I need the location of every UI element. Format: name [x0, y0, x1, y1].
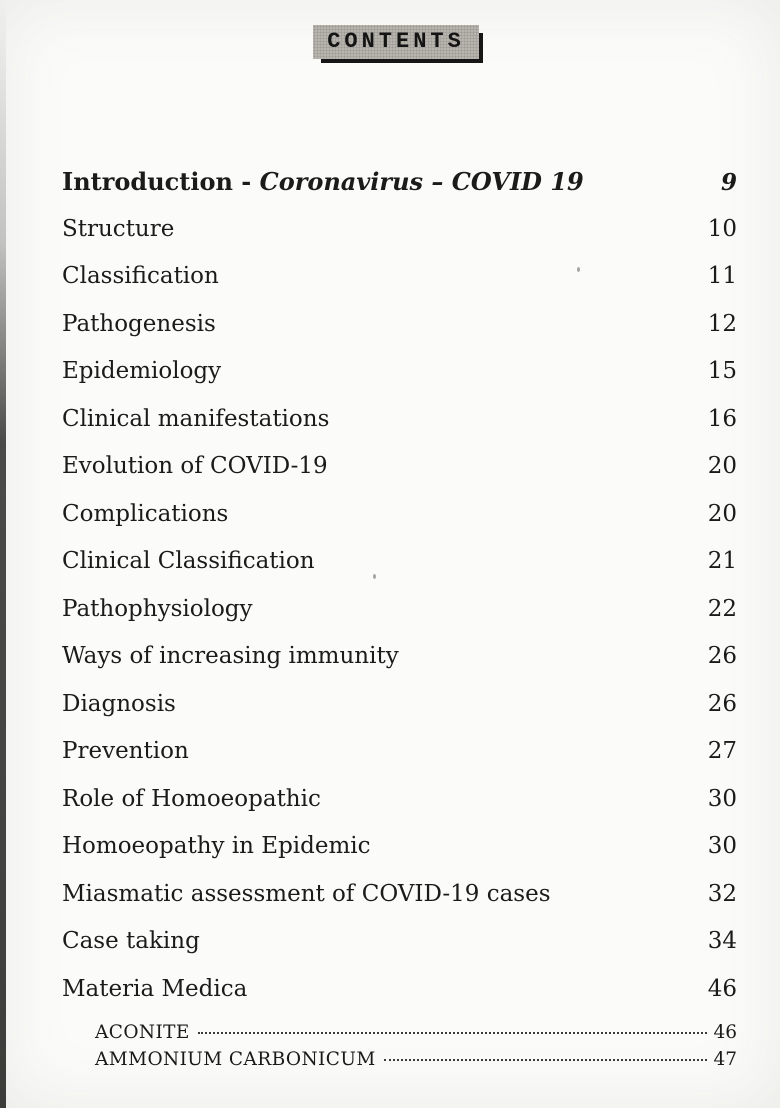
- toc-row: Structure 10: [62, 206, 737, 254]
- toc-entry-page: 34: [707, 928, 737, 954]
- toc-entry-title: Homoeopathy in Epidemic: [62, 833, 371, 859]
- toc-row: Role of Homoeopathic 30: [62, 776, 737, 824]
- dot-leader: [197, 1032, 708, 1034]
- toc-entry-title: Prevention: [62, 738, 189, 764]
- toc-entry-title: Evolution of COVID-19: [62, 453, 328, 479]
- page-header: CONTENTS: [0, 0, 780, 59]
- toc-row: Pathophysiology 22: [62, 586, 737, 634]
- toc-entry-title: Ways of increasing immunity: [62, 643, 399, 669]
- toc-entry-title: Pathophysiology: [62, 595, 253, 622]
- toc-entry-page: 20: [707, 500, 737, 527]
- toc-row: Pathogenesis 12: [62, 301, 737, 349]
- toc-list: Introduction - Coronavirus – COVID 19 9 …: [62, 158, 737, 1013]
- toc-row: Diagnosis 26: [62, 681, 737, 729]
- toc-entry-title: Introduction - Coronavirus – COVID 19: [62, 167, 584, 196]
- toc-entry-title: Materia Medica: [62, 975, 248, 1002]
- toc-row: Classification 11: [62, 253, 737, 301]
- toc-entry-page: 30: [707, 785, 737, 812]
- toc-entry-page: 15: [707, 358, 737, 384]
- toc-sub-list: ACONITE 46 AMMONIUM CARBONICUM 47: [95, 1019, 737, 1073]
- toc-entry-title: Complications: [62, 500, 229, 527]
- toc-entry-page: 11: [707, 263, 737, 289]
- page-title: CONTENTS: [327, 29, 465, 54]
- toc-row: Introduction - Coronavirus – COVID 19 9: [62, 158, 737, 206]
- toc-sub-entry-page: 47: [713, 1049, 737, 1070]
- dot-leader: [383, 1059, 708, 1061]
- toc-entry-title: Epidemiology: [62, 358, 222, 384]
- toc-row: Miasmatic assessment of COVID-19 cases 3…: [62, 871, 737, 919]
- toc-entry-title: Miasmatic assessment of COVID-19 cases: [62, 880, 551, 907]
- scan-edge-line: [0, 0, 6, 1108]
- toc-sub-row: ACONITE 46: [95, 1019, 737, 1046]
- toc-entry-page: 30: [707, 833, 737, 859]
- toc-sub-entry-page: 46: [713, 1022, 737, 1043]
- toc-entry-page: 20: [707, 453, 737, 479]
- toc-entry-title: Clinical manifestations: [62, 405, 330, 432]
- toc-entry-page: 16: [707, 405, 737, 432]
- toc-sub-entry-title: ACONITE: [95, 1022, 190, 1043]
- toc-entry-page: 26: [707, 690, 737, 717]
- toc-entry-title: Pathogenesis: [62, 310, 216, 337]
- toc-row: Materia Medica 46: [62, 966, 737, 1014]
- toc-row: Prevention 27: [62, 728, 737, 776]
- toc-entry-page: 21: [707, 548, 737, 574]
- toc-entry-page: 27: [707, 738, 737, 764]
- toc-row: Homoeopathy in Epidemic 30: [62, 823, 737, 871]
- toc-entry-title: Classification: [62, 263, 219, 289]
- toc-row: Case taking 34: [62, 918, 737, 966]
- toc-row: Epidemiology 15: [62, 348, 737, 396]
- toc-entry-page: 26: [707, 643, 737, 669]
- toc-entry-page: 46: [707, 975, 737, 1002]
- toc-entry-page: 32: [707, 880, 737, 907]
- toc-row: Clinical Classification 21: [62, 538, 737, 586]
- toc-entry-title: Structure: [62, 215, 175, 242]
- toc-entry-page: 22: [707, 595, 737, 622]
- scan-speck: [577, 267, 580, 272]
- toc-entry-page: 10: [707, 215, 737, 242]
- scan-speck: [373, 574, 376, 579]
- toc-row: Evolution of COVID-19 20: [62, 443, 737, 491]
- toc-entry-title: Case taking: [62, 928, 200, 954]
- toc-sub-row: AMMONIUM CARBONICUM 47: [95, 1046, 737, 1073]
- toc-entry-title: Clinical Classification: [62, 548, 315, 574]
- toc-entry-title: Diagnosis: [62, 690, 176, 717]
- toc-entry-title: Role of Homoeopathic: [62, 785, 321, 812]
- contents-title-box: CONTENTS: [313, 25, 479, 59]
- toc-row: Complications 20: [62, 491, 737, 539]
- toc-sub-entry-title: AMMONIUM CARBONICUM: [95, 1049, 376, 1070]
- toc-row: Clinical manifestations 16: [62, 396, 737, 444]
- toc-row: Ways of increasing immunity 26: [62, 633, 737, 681]
- toc-entry-page: 12: [707, 310, 737, 337]
- toc-entry-page: 9: [720, 169, 737, 196]
